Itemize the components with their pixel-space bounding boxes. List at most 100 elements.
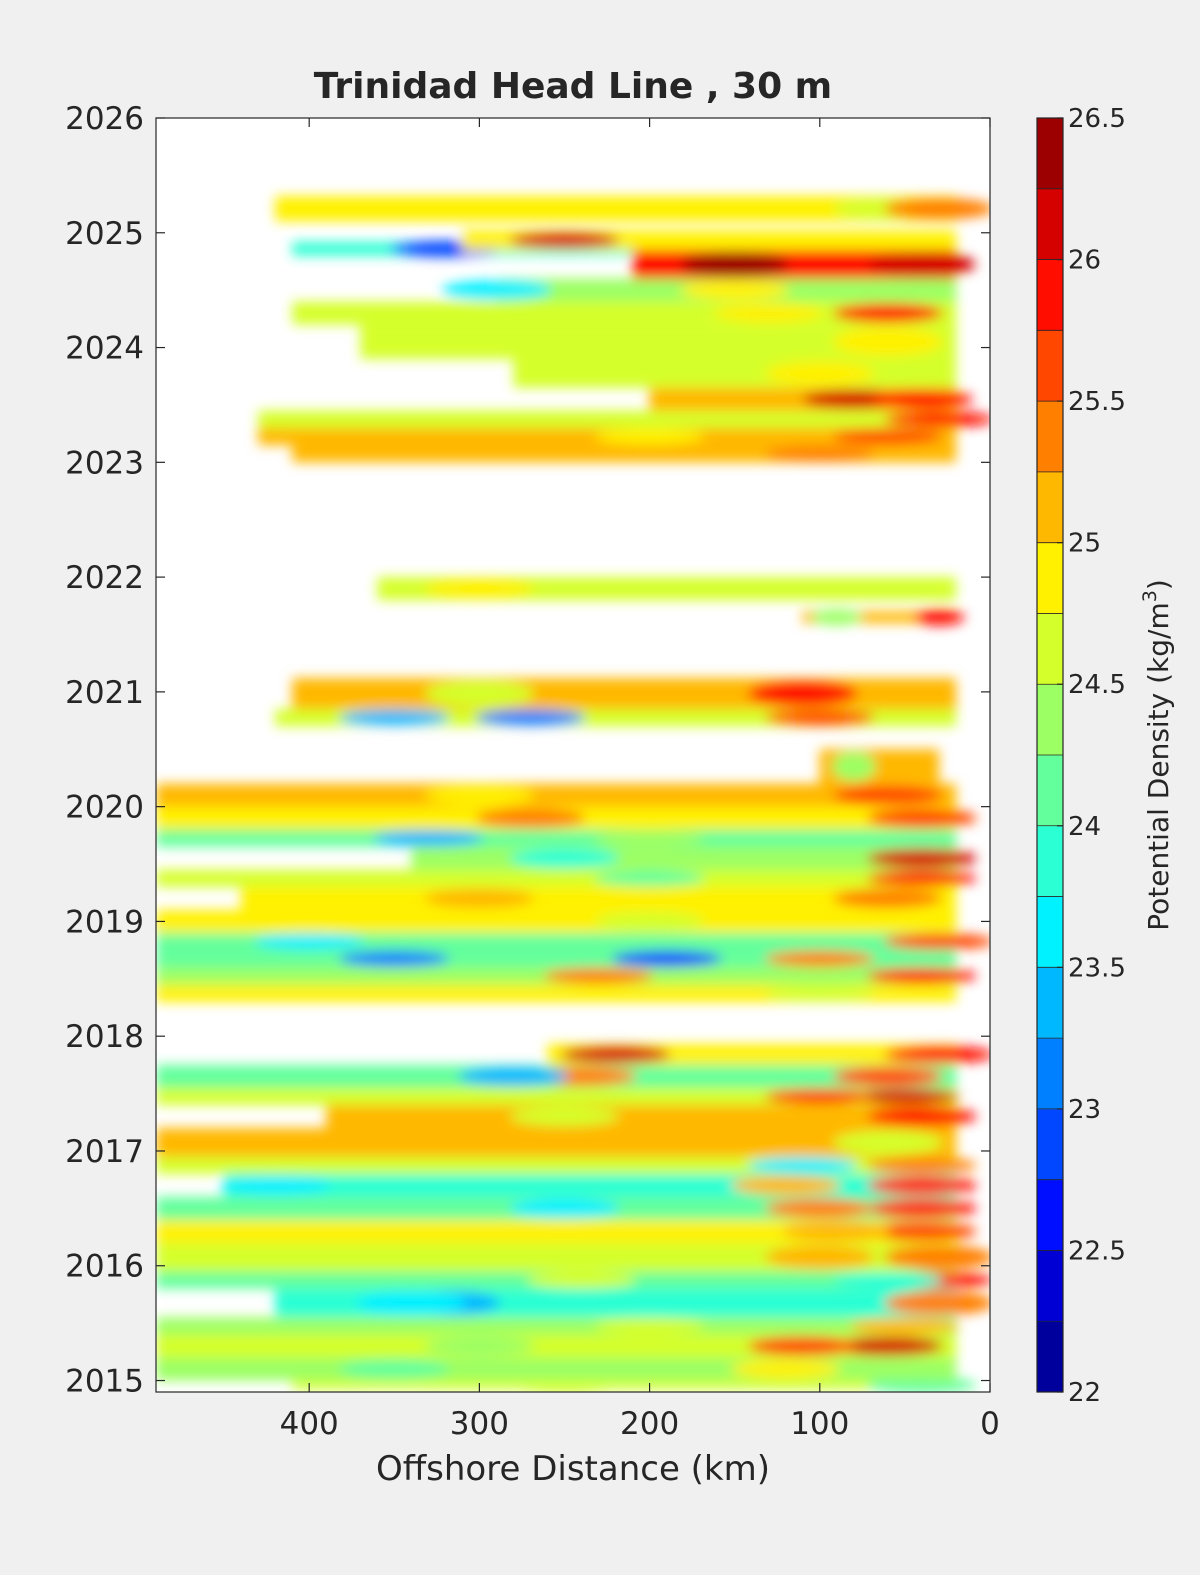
heatmap-spot bbox=[866, 1198, 977, 1219]
heatmap-spot bbox=[441, 280, 552, 300]
heatmap-spot bbox=[832, 303, 943, 323]
heatmap-spot bbox=[594, 428, 705, 445]
heatmap-band bbox=[156, 1317, 956, 1335]
heatmap-spot bbox=[913, 609, 965, 626]
heatmap-spot bbox=[373, 830, 484, 847]
plot-border bbox=[155, 117, 991, 1393]
chart-title: Trinidad Head Line , 30 m bbox=[314, 66, 832, 107]
heatmap-spot bbox=[509, 327, 620, 357]
heatmap-spot bbox=[424, 680, 535, 707]
y-tick-label: 2021 bbox=[65, 675, 144, 711]
heatmap-spot bbox=[832, 428, 943, 445]
heatmap-spot bbox=[832, 1130, 943, 1155]
heatmap-band bbox=[156, 869, 956, 887]
colorbar-tick-label: 24 bbox=[1068, 812, 1101, 842]
x-tick-label: 0 bbox=[980, 1406, 1000, 1442]
heatmap-spot bbox=[475, 709, 586, 726]
y-tick-label: 2023 bbox=[65, 445, 144, 481]
heatmap-spot bbox=[764, 1245, 875, 1270]
colorbar-tick-label: 23.5 bbox=[1068, 953, 1126, 983]
x-tick-label: 300 bbox=[450, 1406, 509, 1442]
heatmap-spot bbox=[339, 1359, 450, 1379]
heatmap-band bbox=[224, 1173, 956, 1197]
heatmap-spot bbox=[832, 1066, 943, 1087]
heatmap-spot bbox=[883, 933, 990, 950]
y-tick-label: 2015 bbox=[65, 1364, 144, 1400]
colorbar-tick-label: 26 bbox=[1068, 246, 1101, 276]
heatmap-spot bbox=[424, 578, 535, 599]
heatmap-spot bbox=[526, 1272, 637, 1289]
heatmap-spot bbox=[679, 280, 790, 300]
y-tick-label: 2022 bbox=[65, 560, 144, 596]
heatmap-spot bbox=[594, 911, 705, 932]
y-tick-label: 2016 bbox=[65, 1249, 144, 1285]
heatmap-spot bbox=[866, 967, 977, 984]
colorbar-segment bbox=[1037, 1179, 1063, 1251]
heatmap-spot bbox=[866, 870, 977, 887]
colorbar-segment bbox=[1037, 1321, 1063, 1393]
colorbar-label-main: Potential Density (kg/m bbox=[1142, 602, 1175, 931]
heatmap-band bbox=[292, 1380, 956, 1390]
heatmap-spot bbox=[594, 830, 705, 847]
heatmap-spot bbox=[866, 1175, 977, 1196]
axes: 2015 2016 2017 2018 2019 2020 2021 2022 2023 2024… bbox=[65, 101, 1000, 1442]
heatmap-spot bbox=[475, 808, 586, 828]
heatmap-spot bbox=[713, 303, 824, 323]
colorbar-segment bbox=[1037, 896, 1063, 968]
heatmap-spot bbox=[832, 1272, 943, 1289]
colorbar-segment bbox=[1037, 188, 1063, 261]
heatmap-spot bbox=[764, 985, 875, 1002]
heatmap-spot bbox=[883, 1245, 990, 1270]
heatmap-band bbox=[156, 932, 956, 951]
colorbar-border bbox=[1036, 117, 1064, 1393]
colorbar-segment bbox=[1037, 118, 1063, 190]
colorbar-segment bbox=[1037, 613, 1063, 685]
density-heatmap bbox=[156, 196, 990, 1392]
heatmap-spot bbox=[883, 1291, 990, 1316]
x-tick-label: 100 bbox=[790, 1406, 849, 1442]
heatmap-spot bbox=[832, 327, 943, 357]
heatmap-spot bbox=[509, 1377, 620, 1392]
y-tick-label: 2026 bbox=[65, 101, 144, 137]
heatmap-spot bbox=[680, 252, 789, 277]
heatmap-band bbox=[326, 1105, 956, 1129]
colorbar-segment bbox=[1037, 401, 1063, 473]
heatmap-spot bbox=[811, 609, 863, 626]
colorbar-segment bbox=[1037, 825, 1063, 898]
colorbar-label: Potential Density (kg/m3) bbox=[1139, 579, 1175, 931]
colorbar-segment bbox=[1037, 1108, 1063, 1181]
heatmap-spot bbox=[781, 1221, 892, 1241]
heatmap-band bbox=[156, 984, 956, 1002]
heatmap-spot bbox=[509, 232, 620, 249]
colorbar-segment bbox=[1037, 967, 1063, 1039]
y-tick-label: 2024 bbox=[65, 331, 144, 367]
colorbar-segment bbox=[1037, 259, 1063, 331]
y-tick-label: 2020 bbox=[65, 790, 144, 826]
heatmap-spot bbox=[339, 950, 450, 967]
heatmap-band bbox=[156, 1156, 956, 1174]
heatmap-spot bbox=[831, 752, 876, 781]
colorbar-tick-label: 22 bbox=[1068, 1378, 1101, 1408]
x-tick-label: 200 bbox=[620, 1406, 679, 1442]
heatmap-spot bbox=[866, 808, 977, 828]
heatmap-spot bbox=[220, 1175, 331, 1196]
heatmap-spot bbox=[747, 1336, 858, 1356]
heatmap-spot bbox=[764, 1088, 875, 1105]
heatmap-band bbox=[156, 783, 956, 807]
heatmap-spot bbox=[730, 1175, 841, 1196]
heatmap-spot bbox=[730, 1359, 841, 1379]
y-tick-label: 2017 bbox=[65, 1134, 144, 1170]
heatmap-spot bbox=[594, 870, 705, 887]
heatmap-spot bbox=[747, 680, 858, 707]
colorbar-tick-label: 26.5 bbox=[1068, 104, 1126, 134]
heatmap-spot bbox=[866, 1221, 977, 1241]
heatmap-band bbox=[156, 1219, 956, 1243]
heatmap-spot bbox=[424, 1336, 535, 1356]
heatmap-band bbox=[156, 1128, 956, 1157]
heatmap-spot bbox=[764, 361, 875, 386]
heatmap-spot bbox=[832, 785, 943, 805]
heatmap-spot bbox=[832, 888, 943, 909]
heatmap-band bbox=[156, 1087, 956, 1106]
heatmap-spot bbox=[764, 950, 875, 967]
